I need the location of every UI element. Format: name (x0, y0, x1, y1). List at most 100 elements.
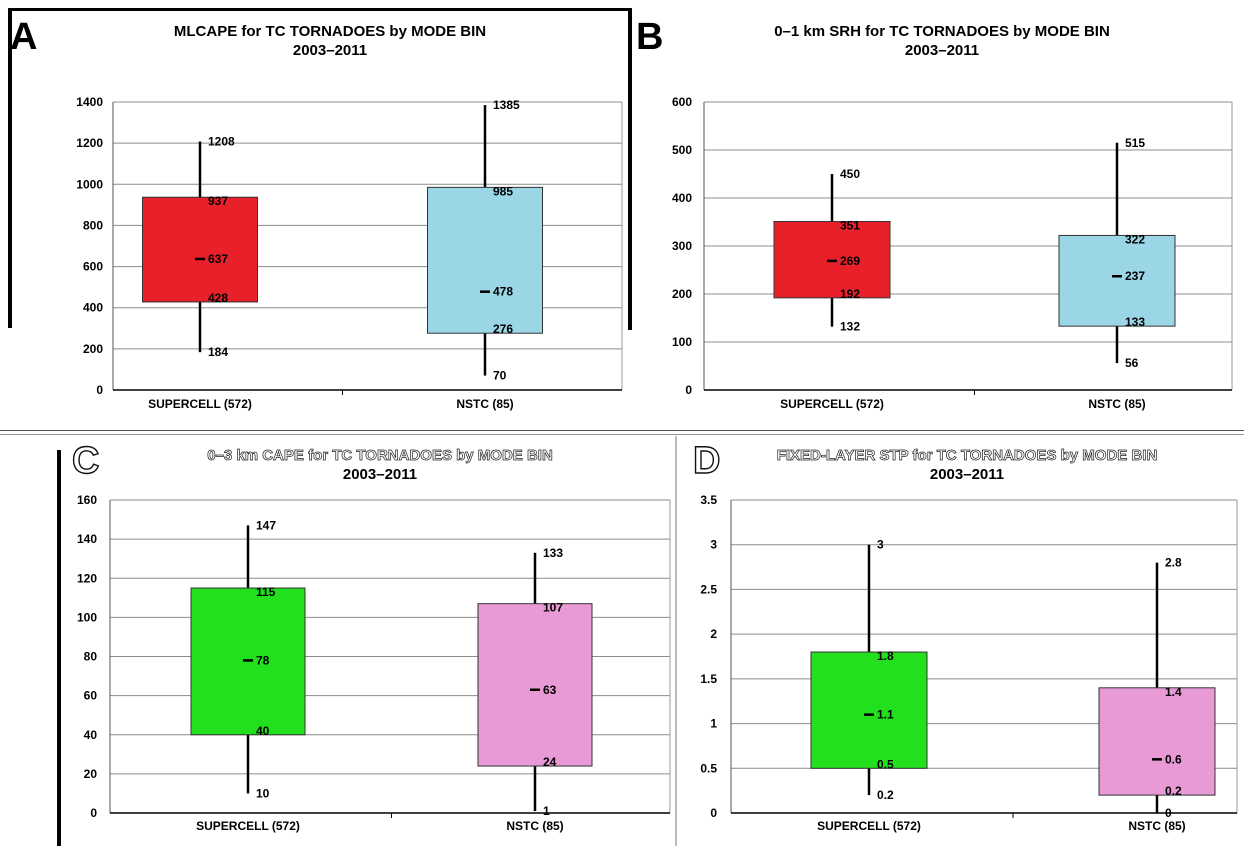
panel-divider-vertical-top (628, 8, 632, 330)
label-whisker-low: 70 (493, 369, 507, 383)
label-q3: 115 (256, 585, 276, 599)
y-tick-label: 120 (77, 571, 97, 585)
chart-title: 0–3 km CAPE for TC TORNADOES by MODE BIN (207, 447, 553, 465)
box-plot: 0 200 400 600 800 1000 1200 1400 1208 937 637 428 18… (76, 95, 623, 411)
panel-letter: B (636, 16, 664, 58)
label-whisker-high: 1385 (493, 98, 520, 112)
chart-title: FIXED-LAYER STP for TC TORNADOES by MODE… (776, 447, 1158, 465)
y-tick-label: 20 (84, 767, 98, 781)
box (810, 651, 928, 769)
panel-b: B 0–1 km SRH for TC TORNADOES by MODE BI… (632, 0, 1244, 430)
y-tick-label: 2.5 (700, 582, 717, 596)
y-tick-label: 800 (83, 218, 103, 232)
y-tick-label: 100 (672, 335, 692, 349)
label-whisker-low: 0 (1165, 806, 1172, 820)
y-tick-label: 0 (96, 383, 103, 397)
y-tick-label: 0 (90, 806, 97, 820)
label-median: 637 (208, 252, 228, 266)
x-category-label: SUPERCELL (572) (196, 819, 300, 833)
box (1098, 687, 1216, 796)
y-tick-label: 600 (672, 95, 692, 109)
label-median: 63 (543, 683, 557, 697)
label-q1: 40 (256, 724, 270, 738)
y-tick-label: 600 (83, 260, 103, 274)
x-category-label: SUPERCELL (572) (817, 819, 921, 833)
panel-letter: C (71, 440, 100, 482)
label-whisker-high: 1208 (208, 134, 235, 148)
label-median: 78 (256, 653, 270, 667)
label-q3: 107 (543, 601, 563, 615)
label-median: 478 (493, 285, 513, 299)
label-q3: 322 (1125, 232, 1145, 246)
label-q1: 428 (208, 291, 228, 305)
label-median: 0.6 (1165, 752, 1182, 766)
x-category-label: SUPERCELL (572) (148, 397, 252, 411)
panel-letter: A (10, 16, 38, 58)
label-median: 1.1 (877, 708, 894, 722)
label-q1: 24 (543, 755, 557, 769)
label-whisker-high: 515 (1125, 136, 1145, 150)
x-category-label: NSTC (85) (506, 819, 563, 833)
label-q3: 937 (208, 194, 228, 208)
y-tick-label: 40 (84, 728, 98, 742)
label-q1: 0.5 (877, 757, 894, 771)
y-tick-label: 0 (685, 383, 692, 397)
y-tick-label: 200 (83, 342, 103, 356)
panel-letter: D (692, 440, 721, 482)
label-whisker-high: 133 (543, 546, 563, 560)
label-q1: 276 (493, 322, 513, 336)
label-whisker-low: 1 (543, 804, 550, 818)
label-q3: 985 (493, 184, 513, 198)
y-tick-label: 400 (672, 191, 692, 205)
y-tick-label: 0 (710, 806, 717, 820)
x-category-label: NSTC (85) (1088, 397, 1145, 411)
y-tick-label: 1 (710, 717, 717, 731)
label-median: 237 (1125, 269, 1145, 283)
x-category-label: NSTC (85) (1128, 819, 1185, 833)
y-tick-label: 2 (710, 627, 717, 641)
box-plot: 0 0.5 1 1.5 2 2.5 3 3.5 3 1.8 1.1 0.5 0.2 SUPERCELL (… (700, 493, 1238, 833)
chart-subtitle: 2003–2011 (904, 42, 980, 59)
box (427, 186, 543, 334)
label-whisker-low: 184 (208, 345, 228, 359)
label-whisker-high: 3 (877, 538, 884, 552)
panel-d: D FIXED-LAYER STP for TC TORNADOES by MO… (677, 436, 1244, 850)
label-q1: 0.2 (1165, 784, 1182, 798)
label-q1: 192 (840, 287, 860, 301)
label-median: 269 (840, 254, 860, 268)
y-tick-label: 500 (672, 143, 692, 157)
box (1058, 234, 1176, 327)
label-whisker-high: 2.8 (1165, 556, 1182, 570)
panel-divider-center-bottom (675, 436, 677, 846)
y-tick-label: 1.5 (700, 672, 717, 686)
label-whisker-high: 450 (840, 167, 860, 181)
panel-border-top-a (8, 8, 632, 11)
label-whisker-low: 10 (256, 786, 270, 800)
y-tick-label: 3.5 (700, 493, 717, 507)
chart-subtitle: 2003–2011 (929, 466, 1005, 483)
panel-divider-left-a (8, 10, 12, 328)
panel-divider-left-c (57, 450, 61, 846)
box (477, 603, 593, 767)
panel-divider-horizontal-2 (0, 434, 1244, 435)
label-whisker-low: 56 (1125, 356, 1139, 370)
y-tick-label: 80 (84, 650, 98, 664)
x-category-label: NSTC (85) (456, 397, 513, 411)
chart-subtitle: 2003–2011 (292, 42, 368, 59)
chart-subtitle: 2003–2011 (342, 466, 418, 483)
label-q3: 1.4 (1165, 685, 1182, 699)
y-tick-label: 400 (83, 301, 103, 315)
y-tick-label: 300 (672, 239, 692, 253)
box-plot: 0 20 40 60 80 100 120 140 160 147 115 78 40 10 SUPERCE… (77, 493, 671, 833)
label-q3: 1.8 (877, 649, 894, 663)
y-tick-label: 1000 (76, 177, 103, 191)
y-tick-label: 1200 (76, 136, 103, 150)
panel-divider-horizontal (0, 430, 1244, 431)
label-whisker-high: 147 (256, 518, 276, 532)
chart-title: MLCAPE for TC TORNADOES by MODE BIN (173, 23, 487, 40)
x-category-label: SUPERCELL (572) (780, 397, 884, 411)
box (142, 196, 258, 303)
y-tick-label: 0.5 (700, 761, 717, 775)
label-whisker-low: 132 (840, 320, 860, 334)
y-tick-label: 140 (77, 532, 97, 546)
